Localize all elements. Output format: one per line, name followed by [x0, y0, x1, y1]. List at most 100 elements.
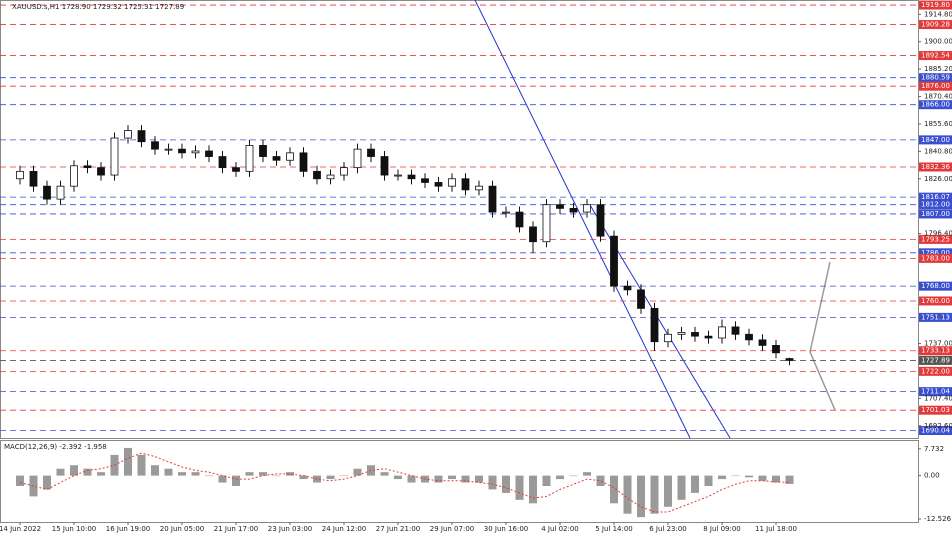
candle-body [704, 335, 713, 339]
macd-bar [448, 475, 456, 480]
level-label-box [919, 355, 952, 365]
candle-body [758, 339, 767, 346]
x-tick-label: 14 Jun 2022 [0, 525, 41, 533]
candle-body [556, 204, 564, 209]
candle-body [650, 307, 659, 343]
x-tick-label: 15 Jun 10:00 [52, 525, 96, 533]
candle-body [448, 178, 456, 187]
candle-body [353, 148, 362, 169]
x-tick-label: 23 Jun 03:00 [268, 525, 312, 533]
candle-body [637, 289, 645, 309]
candle-body [164, 148, 173, 151]
candle-body [434, 182, 443, 187]
level-label-box [919, 100, 952, 110]
candle-body [313, 170, 321, 180]
y-tick-label: 1707.40 [924, 394, 952, 402]
macd-bar [272, 475, 281, 477]
candle-body [70, 165, 78, 187]
level-label-box [919, 81, 952, 91]
candle-body [515, 211, 524, 228]
level-label: 1876.00 [921, 82, 950, 90]
macd-bar [164, 468, 173, 476]
level-label-box [919, 51, 952, 61]
x-tick-label: 30 Jun 16:00 [484, 525, 528, 533]
level-label-box [919, 387, 952, 397]
macd-title: MACD(12,26,9) -2.392 -1.958 [4, 443, 107, 451]
level-label-box [919, 296, 952, 306]
y-tick-label: 1692.60 [924, 422, 952, 430]
y-tick-label: 1826.00 [924, 175, 952, 183]
candle-body [367, 148, 375, 157]
macd-bar [43, 475, 51, 490]
level-label: 1892.54 [921, 52, 950, 60]
candle-body [299, 152, 308, 172]
level-label-box [919, 200, 952, 210]
candle-body [718, 326, 726, 339]
y-tick-label: 1796.40 [924, 230, 952, 238]
y-tick-label: 1855.60 [924, 120, 952, 128]
candle-body [340, 167, 348, 176]
candle-body [475, 185, 483, 191]
macd-signal [19, 452, 790, 513]
candle-body [623, 285, 632, 291]
level-label: 1807.00 [921, 210, 950, 218]
x-tick-label: 21 Jun 17:00 [214, 525, 258, 533]
candle-body [218, 156, 227, 169]
candle-body [394, 174, 402, 177]
level-label: 1690.04 [921, 427, 950, 435]
y-tick-label: 1885.20 [924, 65, 952, 73]
candle-body [461, 178, 470, 191]
level-label: 1711.04 [921, 388, 950, 396]
macd-bar [137, 454, 146, 476]
macd-bar [313, 475, 321, 483]
x-tick-label: 11 Jul 18:00 [755, 525, 797, 533]
candle-body [178, 148, 186, 154]
level-label: 1701.03 [921, 406, 950, 414]
macd-bar [218, 475, 227, 483]
macd-bar [16, 475, 24, 486]
candle-body [785, 358, 794, 361]
candle-body [502, 211, 510, 214]
level-label: 1786.00 [921, 249, 950, 257]
level-label-box [919, 281, 952, 291]
level-label-box [919, 253, 952, 263]
macd-bar [515, 475, 524, 500]
candle-body [731, 326, 740, 335]
candle-body [272, 156, 281, 161]
level-label-box [919, 346, 952, 356]
macd-bar [758, 475, 767, 481]
candle-body [326, 174, 335, 180]
macd-bar [610, 475, 618, 504]
candle-body [137, 130, 146, 143]
macd-bar [488, 475, 497, 490]
level-label-box [919, 73, 952, 83]
macd-bar [718, 475, 726, 480]
candle-body [43, 185, 51, 200]
x-tick-label: 4 Jul 02:00 [541, 525, 579, 533]
x-tick-label: 29 Jun 07:00 [430, 525, 474, 533]
candle-body [488, 185, 497, 213]
level-label-box [919, 366, 952, 376]
macd-bar [637, 475, 645, 518]
level-label-box [919, 209, 952, 219]
macd-bar [731, 475, 740, 477]
macd-bar [56, 468, 65, 476]
candle-body [245, 145, 254, 172]
macd-bar [340, 475, 348, 477]
macd-bar [677, 475, 686, 500]
channel-line [474, 0, 691, 439]
candle-body [259, 145, 267, 157]
macd-bar [596, 475, 605, 486]
level-label-box [919, 192, 952, 202]
macd-bar [205, 475, 213, 477]
y-tick-label: 7.732 [924, 445, 944, 453]
level-label-box [919, 248, 952, 258]
macd-bar [394, 475, 402, 480]
level-label-box [919, 162, 952, 172]
candle-body [97, 167, 105, 176]
x-tick-label: 16 Jun 19:00 [106, 525, 150, 533]
candle-body [421, 178, 429, 183]
macd-bar [650, 475, 659, 514]
macd-bar [704, 475, 713, 486]
